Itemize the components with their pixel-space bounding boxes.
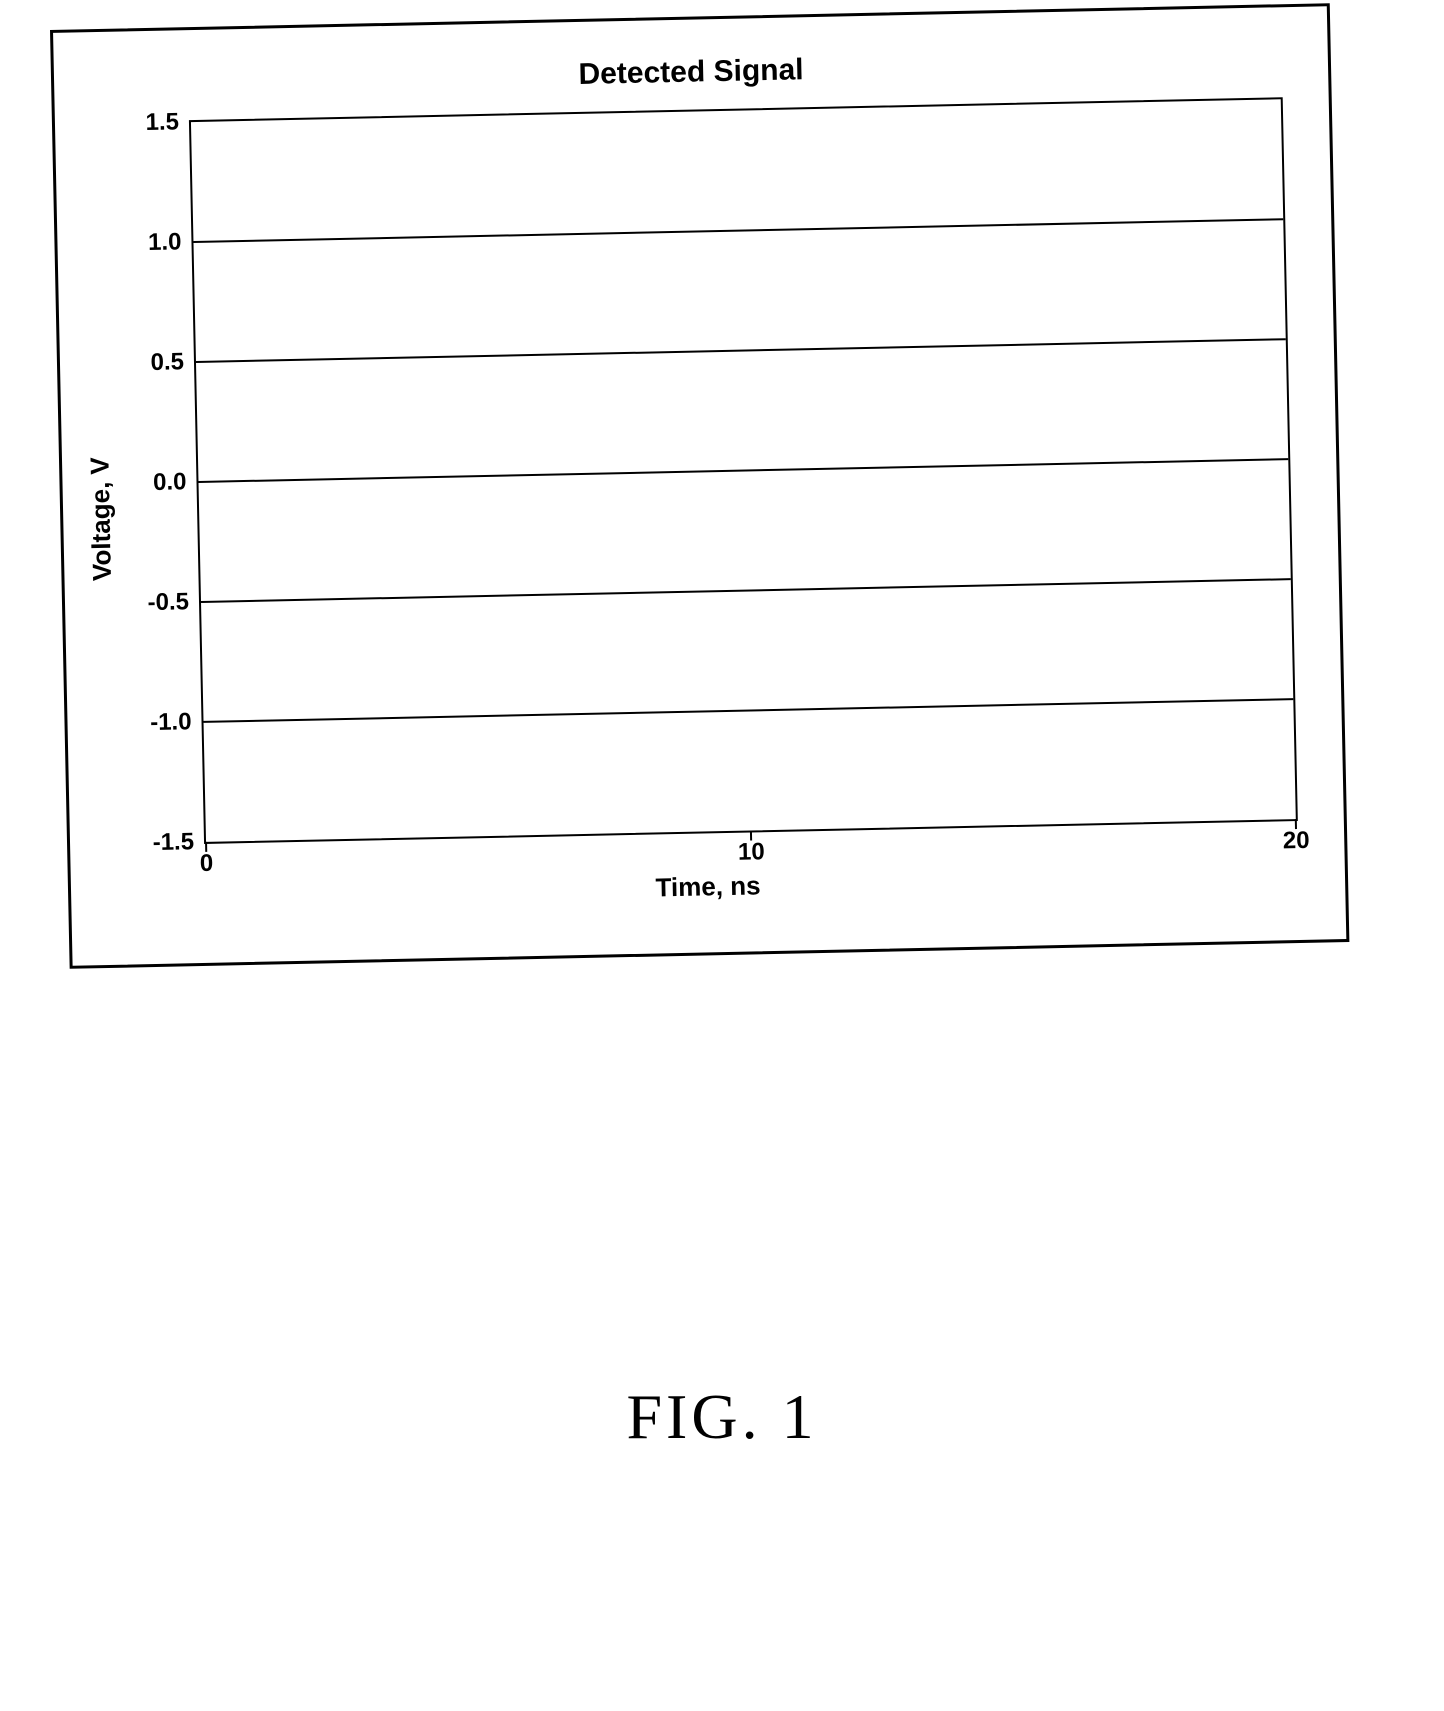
ytick-label: -1.5: [152, 828, 194, 857]
ytick-label: 1.5: [145, 108, 179, 137]
outer-frame: Detected Signal Voltage, V -1.5-1.0-0.50…: [50, 3, 1349, 969]
ytick-label: 0.5: [150, 348, 184, 377]
xtick-label: 10: [738, 838, 765, 867]
ytick-label: -0.5: [147, 588, 189, 617]
x-axis-label: Time, ns: [95, 859, 1321, 916]
chart-wrap: Voltage, V -1.5-1.0-0.50.00.51.01.501020…: [79, 97, 1321, 916]
xtick-label: 20: [1283, 827, 1310, 856]
chart-container-rotated: Detected Signal Voltage, V -1.5-1.0-0.50…: [50, 3, 1349, 969]
page: Detected Signal Voltage, V -1.5-1.0-0.50…: [0, 0, 1444, 1711]
xtick-label: 0: [200, 850, 214, 878]
plot-area: -1.5-1.0-0.50.00.51.01.501020: [189, 97, 1298, 844]
ytick-label: 0.0: [153, 468, 187, 497]
y-axis-label: Voltage, V: [84, 456, 118, 580]
ytick-label: -1.0: [150, 708, 192, 737]
chart-title: Detected Signal: [78, 43, 1304, 103]
figure-caption: FIG. 1: [0, 1380, 1444, 1454]
ytick-label: 1.0: [148, 228, 182, 257]
